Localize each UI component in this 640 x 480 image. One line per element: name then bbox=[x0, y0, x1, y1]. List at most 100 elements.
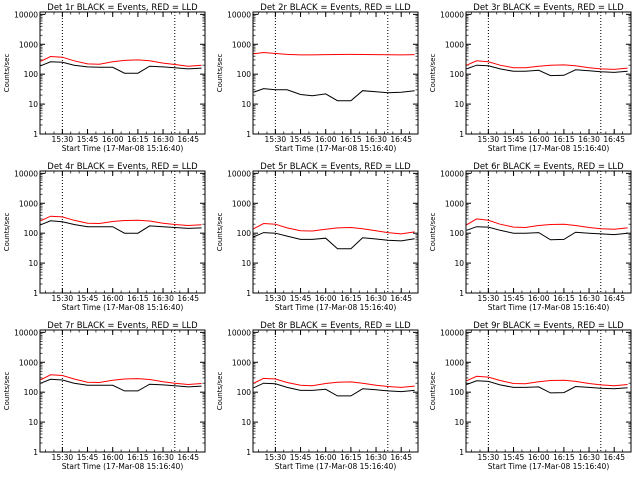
events-series-line bbox=[253, 88, 415, 102]
y-axis-label: Counts/sec bbox=[429, 213, 437, 252]
plot-frame bbox=[252, 170, 419, 294]
panel-det-1: Det 1r BLACK = Events, RED = LLD 1 10 100 10… bbox=[3, 3, 206, 153]
x-tick-label: 16:15 bbox=[127, 453, 149, 462]
x-tick-label: 15:45 bbox=[77, 135, 99, 144]
x-tick-label: 16:00 bbox=[528, 453, 550, 462]
x-tick-label: 16:00 bbox=[102, 453, 124, 462]
x-axis-label: Start Time (17-Mar-08 15:16:40) bbox=[275, 303, 397, 312]
events-series-line bbox=[466, 380, 628, 394]
y-tick-label: 100 bbox=[24, 70, 39, 79]
y-tick-label: 1000 bbox=[19, 358, 38, 367]
x-axis-label: Start Time (17-Mar-08 15:16:40) bbox=[62, 303, 184, 312]
y-tick-label: 100 bbox=[237, 388, 252, 397]
x-tick-label: 16:45 bbox=[177, 453, 199, 462]
x-axis-label: Start Time (17-Mar-08 15:16:40) bbox=[62, 144, 184, 153]
y-tick-label: 10 bbox=[28, 418, 38, 427]
y-tick-label: 1000 bbox=[232, 40, 251, 49]
panel-det-8: Det 8r BLACK = Events, RED = LLD 1 10 100 10… bbox=[216, 321, 419, 471]
y-tick-label: 10000 bbox=[440, 328, 464, 337]
panel-det-7: Det 7r BLACK = Events, RED = LLD 1 10 100 10… bbox=[3, 321, 206, 471]
events-series-line bbox=[466, 226, 628, 241]
y-tick-label: 100 bbox=[450, 70, 465, 79]
x-tick-label: 15:30 bbox=[478, 135, 500, 144]
events-series-line bbox=[466, 64, 628, 77]
plot-frame bbox=[252, 11, 419, 135]
y-tick-label: 1 bbox=[33, 448, 38, 457]
y-tick-label: 100 bbox=[237, 70, 252, 79]
plot-frame bbox=[252, 329, 419, 453]
y-axis-label: Counts/sec bbox=[216, 213, 224, 252]
y-tick-label: 1 bbox=[246, 130, 251, 139]
x-tick-label: 15:30 bbox=[52, 453, 74, 462]
y-tick-label: 1 bbox=[459, 130, 464, 139]
x-tick-label: 16:15 bbox=[553, 453, 575, 462]
panel-title: Det 5r BLACK = Events, RED = LLD bbox=[260, 162, 411, 172]
plot-frame bbox=[465, 170, 632, 294]
y-tick-label: 10 bbox=[454, 259, 464, 268]
x-tick-label: 15:30 bbox=[265, 453, 287, 462]
x-axis-label: Start Time (17-Mar-08 15:16:40) bbox=[488, 303, 610, 312]
y-tick-label: 10 bbox=[28, 100, 38, 109]
y-tick-label: 1 bbox=[246, 448, 251, 457]
x-tick-label: 16:30 bbox=[152, 294, 174, 303]
y-tick-label: 10 bbox=[454, 418, 464, 427]
x-tick-label: 15:45 bbox=[290, 453, 312, 462]
y-tick-label: 1000 bbox=[19, 40, 38, 49]
x-tick-label: 16:15 bbox=[340, 294, 362, 303]
y-tick-label: 1000 bbox=[445, 40, 464, 49]
lld-series-line bbox=[466, 218, 628, 230]
x-tick-label: 16:30 bbox=[365, 135, 387, 144]
x-tick-label: 16:15 bbox=[553, 135, 575, 144]
y-tick-label: 10 bbox=[454, 100, 464, 109]
x-tick-label: 16:30 bbox=[578, 135, 600, 144]
x-tick-label: 15:30 bbox=[52, 294, 74, 303]
x-tick-label: 15:45 bbox=[503, 294, 525, 303]
x-tick-label: 16:45 bbox=[603, 135, 625, 144]
x-tick-label: 15:30 bbox=[265, 135, 287, 144]
x-tick-label: 16:15 bbox=[127, 135, 149, 144]
x-tick-label: 16:15 bbox=[553, 294, 575, 303]
y-tick-label: 100 bbox=[450, 229, 465, 238]
y-tick-label: 100 bbox=[237, 229, 252, 238]
y-tick-label: 10000 bbox=[227, 169, 251, 178]
events-series-line bbox=[253, 232, 415, 250]
x-tick-label: 16:45 bbox=[390, 294, 412, 303]
y-axis-label: Counts/sec bbox=[3, 213, 11, 252]
y-tick-label: 10000 bbox=[14, 169, 38, 178]
x-tick-label: 15:45 bbox=[77, 453, 99, 462]
x-tick-label: 15:30 bbox=[265, 294, 287, 303]
x-tick-label: 16:45 bbox=[390, 453, 412, 462]
x-tick-label: 16:00 bbox=[315, 453, 337, 462]
panel-title: Det 9r BLACK = Events, RED = LLD bbox=[473, 321, 624, 331]
y-tick-label: 10 bbox=[241, 100, 251, 109]
y-tick-label: 1 bbox=[33, 130, 38, 139]
x-tick-label: 15:45 bbox=[290, 294, 312, 303]
y-axis-label: Counts/sec bbox=[216, 54, 224, 93]
y-tick-label: 1 bbox=[459, 448, 464, 457]
y-tick-label: 1000 bbox=[232, 199, 251, 208]
lld-series-line bbox=[253, 51, 415, 56]
lld-series-line bbox=[466, 60, 628, 70]
plot-frame bbox=[39, 329, 206, 453]
y-tick-label: 1000 bbox=[19, 199, 38, 208]
x-tick-label: 16:45 bbox=[177, 294, 199, 303]
y-tick-label: 10000 bbox=[14, 10, 38, 19]
events-series-line bbox=[40, 378, 202, 392]
x-tick-label: 16:15 bbox=[340, 135, 362, 144]
panel-det-5: Det 5r BLACK = Events, RED = LLD 1 10 100 10… bbox=[216, 162, 419, 312]
x-tick-label: 16:30 bbox=[578, 453, 600, 462]
y-tick-label: 1 bbox=[459, 289, 464, 298]
lld-series-line bbox=[253, 222, 415, 235]
plot-frame bbox=[465, 11, 632, 135]
y-axis-label: Counts/sec bbox=[429, 54, 437, 93]
x-axis-label: Start Time (17-Mar-08 15:16:40) bbox=[275, 462, 397, 471]
x-tick-label: 16:45 bbox=[390, 135, 412, 144]
y-axis-label: Counts/sec bbox=[3, 54, 11, 93]
x-tick-label: 16:30 bbox=[152, 453, 174, 462]
x-tick-label: 16:45 bbox=[603, 294, 625, 303]
y-tick-label: 10000 bbox=[440, 169, 464, 178]
panel-det-4: Det 4r BLACK = Events, RED = LLD 1 10 100 10… bbox=[3, 162, 206, 312]
y-tick-label: 1 bbox=[246, 289, 251, 298]
x-tick-label: 15:45 bbox=[503, 453, 525, 462]
